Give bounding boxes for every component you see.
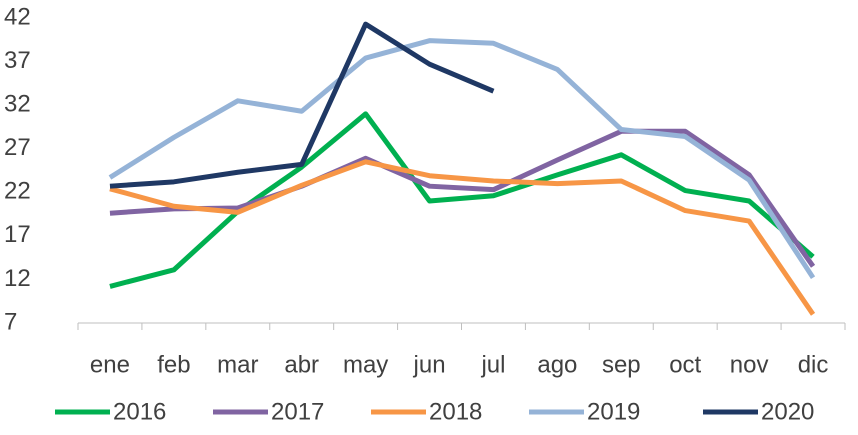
legend-label: 2020 [761, 398, 814, 425]
y-tick-label: 7 [4, 308, 17, 335]
x-tick-label: mar [217, 351, 258, 378]
series-line [109, 111, 815, 289]
y-tick-label: 32 [4, 90, 31, 117]
x-tick-label: nov [730, 351, 769, 378]
series-line [108, 38, 816, 280]
x-tick-label: dic [798, 351, 829, 378]
x-tick-label: abr [284, 351, 319, 378]
x-tick-label: may [343, 351, 388, 378]
x-tick-label: sep [602, 351, 641, 378]
series-line [109, 21, 495, 189]
y-tick-label: 12 [4, 265, 31, 292]
y-tick-label: 22 [4, 178, 31, 205]
x-tick-label: feb [157, 351, 190, 378]
legend-label: 2019 [587, 398, 640, 425]
legend-label: 2018 [429, 398, 482, 425]
legend-label: 2017 [271, 398, 324, 425]
y-tick-label: 17 [4, 221, 31, 248]
x-tick-label: ago [537, 351, 577, 378]
x-tick-label: jul [480, 351, 505, 378]
y-tick-label: 42 [4, 3, 31, 30]
y-tick-label: 37 [4, 47, 31, 74]
legend-label: 2016 [113, 398, 166, 425]
x-tick-label: oct [669, 351, 701, 378]
series-line [109, 128, 816, 268]
series-line [109, 159, 816, 316]
x-tick-label: ene [90, 351, 130, 378]
x-tick-label: jun [413, 351, 446, 378]
y-tick-label: 27 [4, 134, 31, 161]
